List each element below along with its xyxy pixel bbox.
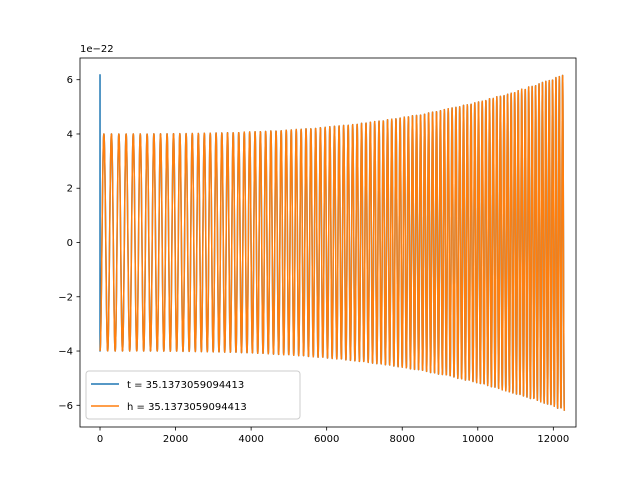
y-tick-label: −6 <box>58 401 73 412</box>
y-tick-label: 6 <box>67 75 73 86</box>
x-tick-label: 10000 <box>462 434 494 445</box>
y-tick-label: 2 <box>67 184 73 195</box>
y-tick-label: −2 <box>58 292 73 303</box>
x-axis: 0 2000 4000 6000 8000 10000 12000 <box>97 427 569 445</box>
legend-label-series-1: t = 35.1373059094413 <box>127 380 244 391</box>
x-tick-label: 0 <box>97 434 103 445</box>
y-axis: −6 −4 −2 0 2 4 6 <box>58 75 80 412</box>
series-group <box>99 74 566 411</box>
series-line-h <box>99 74 566 411</box>
y-tick-label: 4 <box>67 129 73 140</box>
legend-label-series-2: h = 35.1373059094413 <box>127 402 247 413</box>
x-tick-label: 2000 <box>163 434 188 445</box>
y-offset-label: 1e−22 <box>80 44 114 55</box>
x-tick-label: 6000 <box>314 434 339 445</box>
y-tick-label: 0 <box>67 238 73 249</box>
legend-box <box>85 370 301 420</box>
y-tick-label: −4 <box>58 347 73 358</box>
x-tick-label: 8000 <box>390 434 415 445</box>
legend: t = 35.1373059094413 h = 35.137305909441… <box>85 370 301 420</box>
x-tick-label: 4000 <box>238 434 263 445</box>
x-tick-label: 12000 <box>537 434 569 445</box>
